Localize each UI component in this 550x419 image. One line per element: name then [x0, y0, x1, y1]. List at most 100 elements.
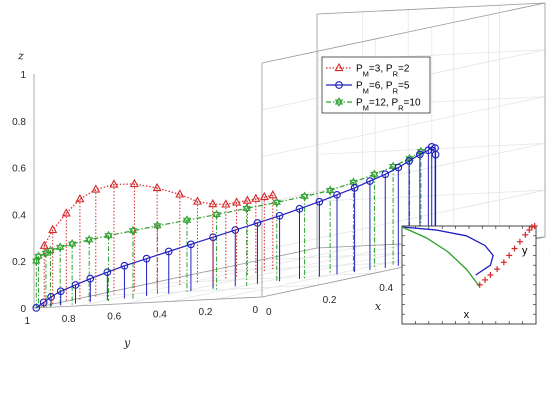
data-point — [34, 251, 43, 262]
inset-line — [401, 226, 481, 288]
y-tick-label: 1 — [24, 316, 30, 327]
data-point — [242, 195, 252, 204]
inset-marker — [531, 223, 538, 229]
data-point — [300, 191, 309, 202]
data-point — [86, 274, 95, 283]
inset-marker — [494, 266, 501, 273]
data-point — [39, 240, 49, 249]
box-edge — [33, 247, 318, 309]
inset-plot: xy — [401, 223, 538, 325]
data-point — [405, 157, 413, 165]
data-point — [253, 219, 262, 227]
inset-marker — [511, 245, 518, 252]
wall-grid-z — [316, 189, 546, 202]
side-grid-z — [261, 96, 546, 157]
inset-marker — [500, 259, 507, 266]
series-1 — [32, 142, 440, 312]
inset-marker — [516, 238, 523, 245]
y-tick-label: 0.6 — [107, 312, 121, 323]
inset-marker — [506, 252, 513, 259]
series-0 — [39, 178, 278, 307]
data-point — [75, 193, 85, 203]
z-tick-label: 0.2 — [12, 257, 26, 268]
series-line — [43, 183, 273, 247]
y-tick-label: 0.4 — [153, 309, 167, 320]
legend: PM=3, PR=2 PM=6, PR=5 PM=12, PR=10 — [321, 56, 431, 114]
data-point — [187, 240, 195, 249]
x-tick-label: 0.2 — [323, 295, 337, 306]
legend-entry: PM=6, PR=5 — [326, 81, 410, 96]
data-point — [129, 178, 139, 188]
data-point — [182, 215, 192, 226]
data-point — [242, 203, 251, 214]
floor-grid-y — [125, 243, 409, 304]
z-tick-label: 0.6 — [12, 164, 26, 175]
data-point — [315, 197, 324, 206]
data-point — [275, 211, 284, 220]
data-point — [56, 287, 65, 296]
legend-label: PM=6, PR=5 — [356, 81, 410, 96]
legend-swatch-marker — [334, 62, 344, 72]
legend-swatch-marker — [334, 97, 344, 107]
data-point — [212, 209, 221, 220]
data-point — [46, 245, 55, 256]
data-point — [251, 193, 261, 202]
x-tick-label: 0 — [266, 307, 272, 318]
data-point — [208, 198, 218, 208]
data-point — [103, 268, 112, 277]
data-point — [427, 142, 436, 151]
z-tick-label: 0 — [20, 304, 26, 315]
series-2 — [32, 146, 426, 308]
series-line — [35, 146, 437, 309]
y-tick-label: 0.2 — [198, 307, 212, 318]
side-grid-z — [261, 189, 546, 251]
data-point — [91, 184, 101, 193]
data-point — [48, 224, 58, 234]
data-point — [394, 163, 403, 172]
data-point — [325, 185, 335, 196]
inset-marker — [522, 231, 529, 238]
data-point — [39, 298, 48, 307]
series-layer — [32, 142, 440, 312]
axis-labels: z y x — [17, 49, 382, 349]
box-edge — [261, 2, 546, 64]
data-point — [370, 169, 379, 180]
data-point — [333, 190, 341, 199]
x-tick-label: 0.4 — [379, 283, 393, 294]
legend-swatch-marker — [335, 81, 343, 89]
inset-x-label: x — [464, 309, 470, 321]
x-axis-label: x — [375, 300, 382, 313]
z-tick-label: 0.8 — [12, 117, 26, 128]
data-point — [85, 234, 94, 245]
data-point — [67, 239, 77, 249]
data-point — [61, 208, 71, 217]
data-point — [104, 230, 113, 241]
data-point — [232, 197, 242, 206]
y-axis-label: y — [123, 337, 131, 350]
inset-marker — [476, 281, 483, 288]
floor-grid-x — [147, 272, 376, 285]
data-point — [164, 247, 173, 256]
data-point — [366, 177, 374, 185]
z-tick-label: 1 — [20, 70, 26, 81]
data-point — [192, 196, 202, 205]
legend-label: PM=12, PR=10 — [356, 98, 421, 113]
data-point — [32, 304, 41, 312]
box-edge — [316, 2, 546, 15]
y-tick-label: 0.8 — [62, 314, 76, 325]
data-point — [381, 170, 390, 179]
inset-marker — [526, 226, 533, 233]
data-point — [295, 204, 304, 213]
data-point — [47, 293, 55, 301]
data-point — [175, 189, 185, 198]
inset-marker — [528, 223, 535, 230]
data-point — [120, 261, 129, 270]
data-point — [416, 150, 424, 159]
inset-y-label: y — [522, 245, 528, 257]
data-point — [268, 190, 278, 199]
floor-grid-y — [79, 245, 363, 307]
data-point — [142, 254, 151, 263]
data-point — [56, 242, 65, 253]
data-point — [350, 184, 359, 192]
